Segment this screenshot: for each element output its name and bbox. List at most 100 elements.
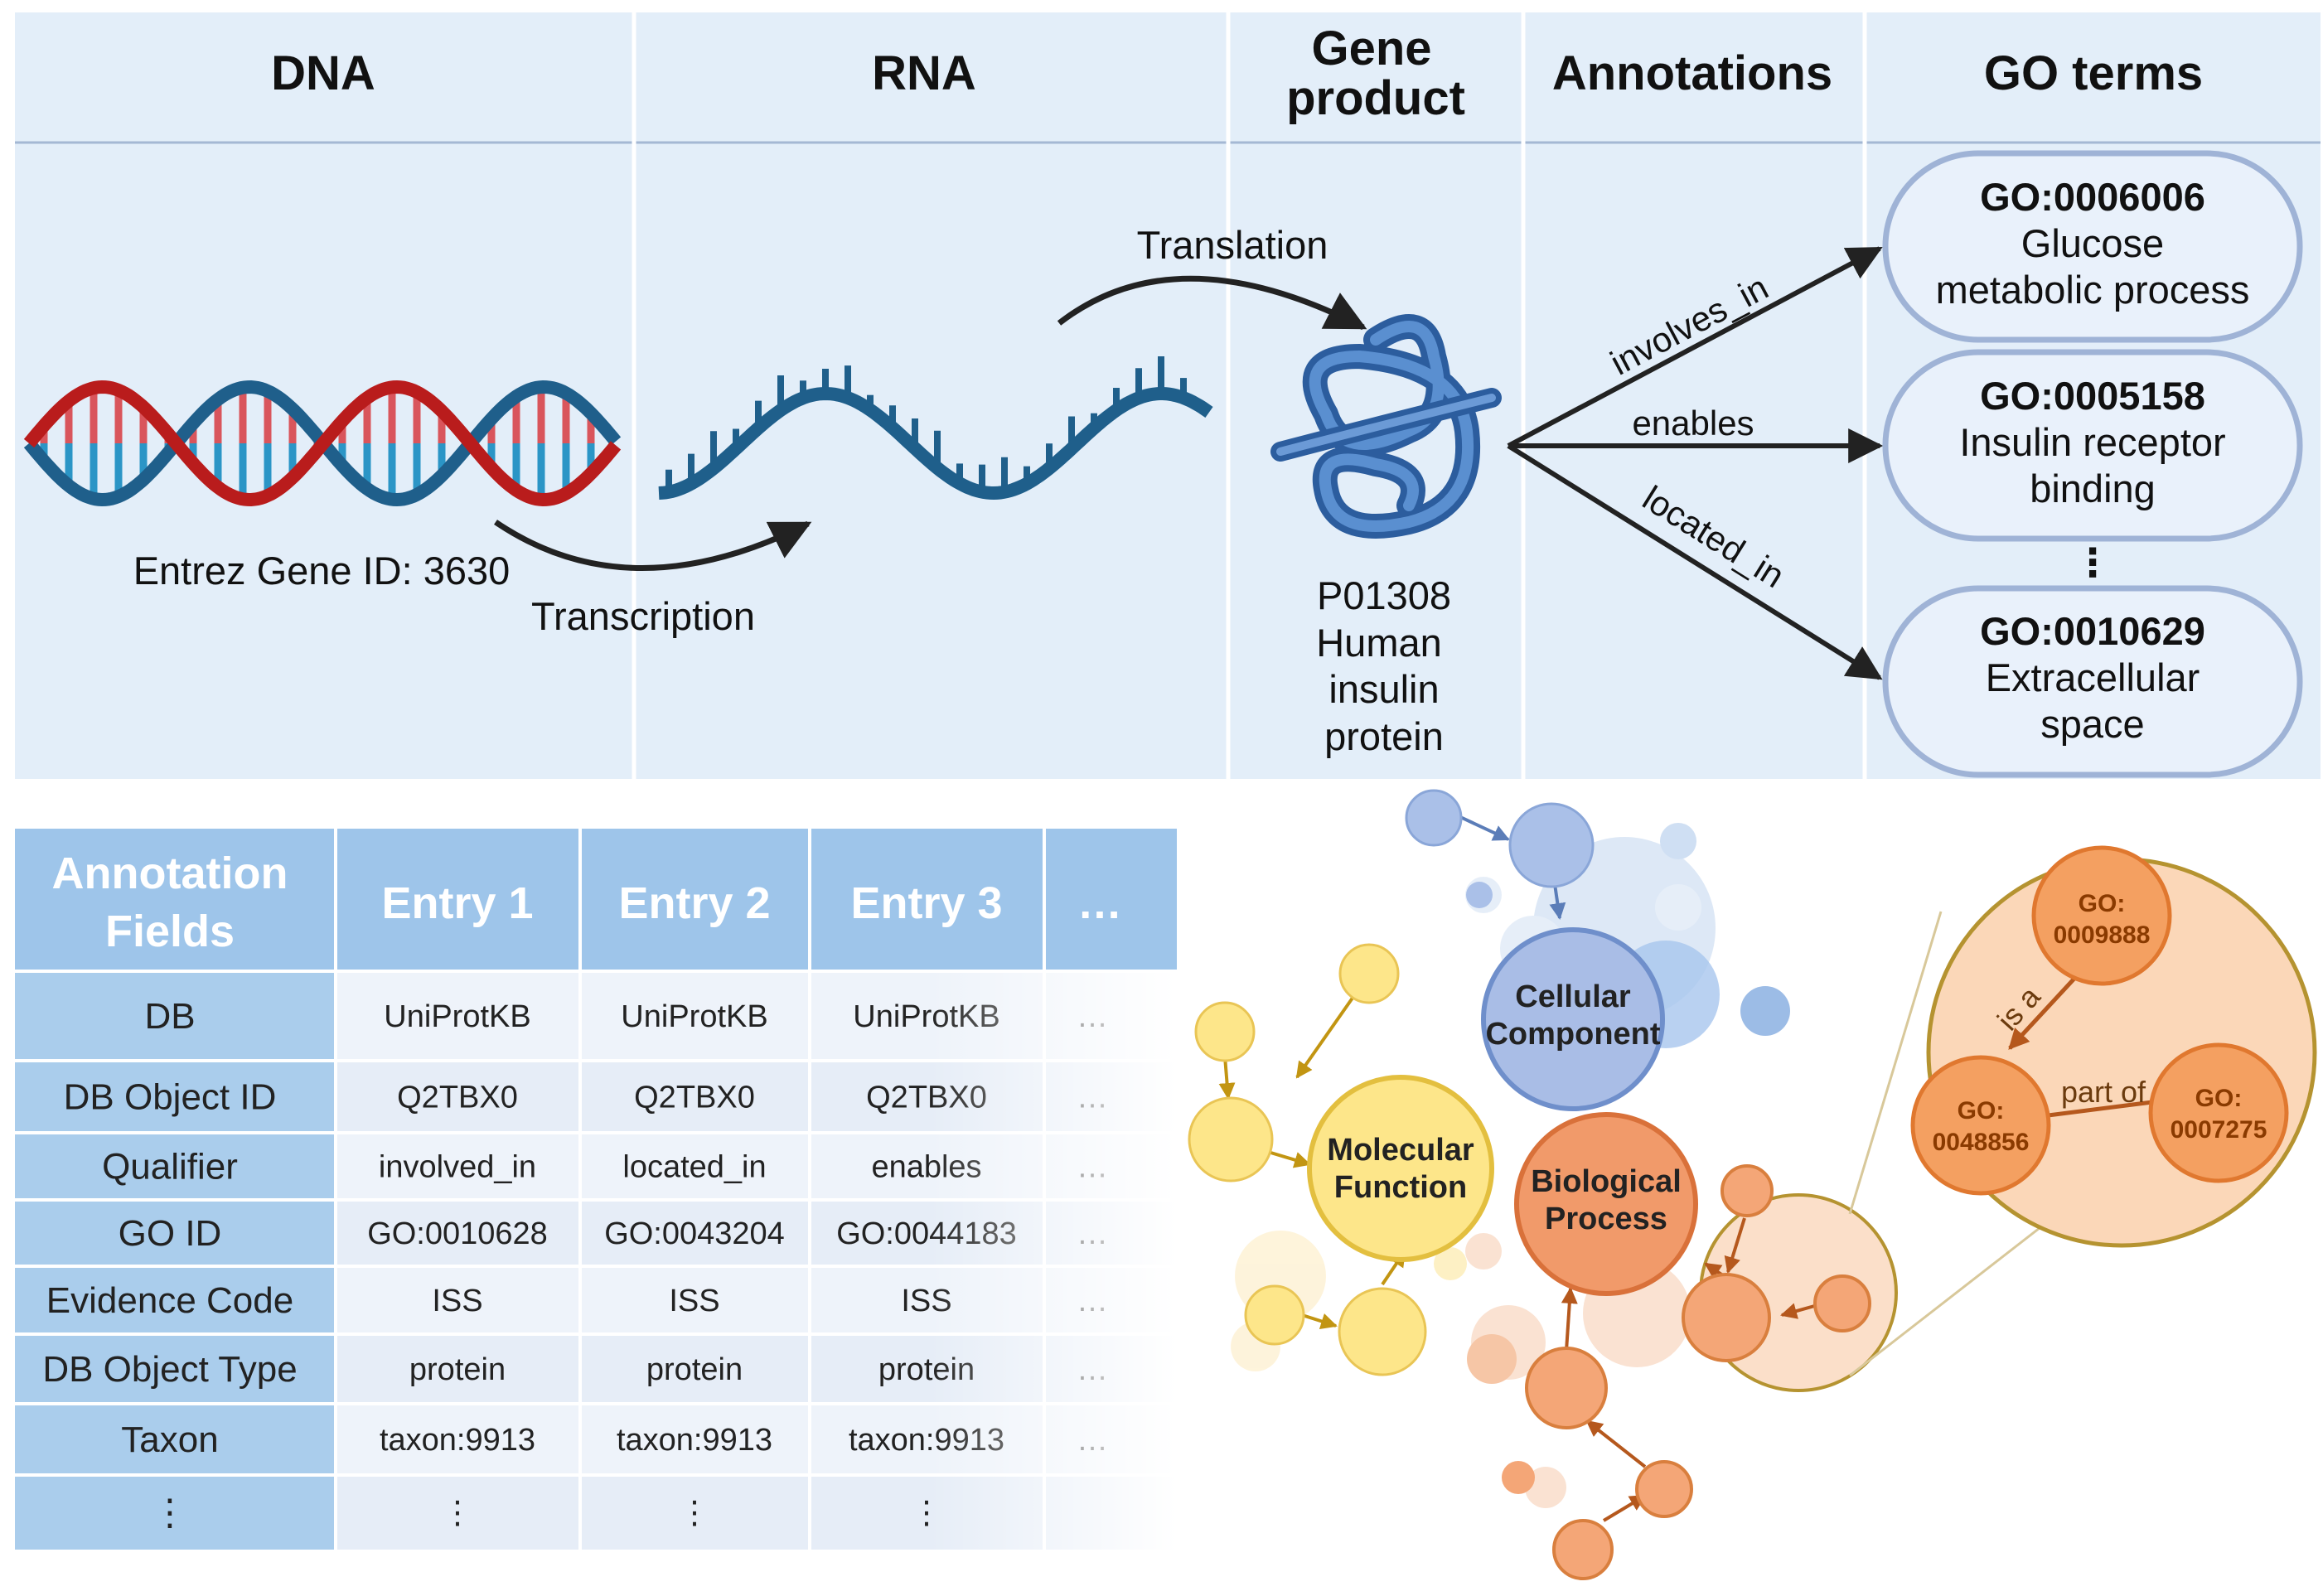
field-cell bbox=[15, 1061, 336, 1133]
cell-value: located_in bbox=[622, 1150, 766, 1185]
edge-label-part-of: part of bbox=[2061, 1075, 2146, 1109]
cellular-component-node bbox=[1481, 927, 1665, 1111]
involves-in-arrow bbox=[1507, 246, 1883, 448]
field-name: Taxon bbox=[121, 1419, 218, 1460]
ontology-node bbox=[1635, 1460, 1693, 1518]
protein-line4: protein bbox=[1324, 714, 1444, 758]
go-node-label: 0048856 bbox=[1933, 1129, 2030, 1156]
go-term-card: GO:0006006 Glucose metabolic process bbox=[1882, 150, 2303, 343]
go-node-label: 0007275 bbox=[2171, 1116, 2267, 1144]
ontology-node bbox=[1740, 986, 1790, 1036]
cell-value: Q2TBX0 bbox=[397, 1081, 518, 1115]
cell-value: ⋮ bbox=[442, 1496, 473, 1531]
header-gene-line1: Gene bbox=[1311, 22, 1431, 75]
cell-value: protein bbox=[409, 1352, 506, 1387]
go-term-name: Insulin receptor bbox=[1959, 420, 2225, 464]
field-cell bbox=[15, 1404, 336, 1475]
cell-value: Q2TBX0 bbox=[634, 1081, 755, 1115]
field-cell bbox=[15, 1133, 336, 1200]
cell-value: ISS bbox=[432, 1284, 482, 1318]
ontology-node bbox=[1466, 882, 1493, 908]
go-term-name: metabolic process bbox=[1936, 268, 2250, 312]
cell-value: taxon:9913 bbox=[380, 1423, 535, 1458]
table-header-row bbox=[15, 829, 1177, 971]
ontology-node bbox=[1194, 1001, 1256, 1062]
field-name: Qualifier bbox=[102, 1147, 238, 1187]
go-term-name: binding bbox=[2030, 467, 2156, 510]
ontology-node bbox=[1188, 1096, 1274, 1182]
header-gene-line2: product bbox=[1286, 71, 1465, 125]
field-cell bbox=[15, 1475, 336, 1550]
go-node-0048856 bbox=[1910, 1055, 2051, 1196]
field-cell bbox=[15, 1200, 336, 1266]
more-go-terms-ellipsis: ⋮ bbox=[2074, 540, 2112, 584]
translation-label: Translation bbox=[1137, 223, 1328, 267]
go-node-0009888 bbox=[2031, 845, 2172, 986]
cell-value: GO:0010628 bbox=[367, 1216, 548, 1251]
table-fade bbox=[928, 971, 1177, 1551]
cell-value: involved_in bbox=[379, 1150, 536, 1185]
dna-helix-icon bbox=[23, 380, 622, 507]
biological-process-label: Biological bbox=[1531, 1164, 1682, 1199]
ontology-node bbox=[1682, 1273, 1771, 1362]
zoom-connector bbox=[1848, 911, 1943, 1215]
field-name: DB bbox=[144, 996, 195, 1037]
go-term-id: GO:0005158 bbox=[1980, 374, 2205, 418]
cellular-component-label: Cellular bbox=[1515, 979, 1631, 1014]
molecular-function-node bbox=[1307, 1075, 1494, 1262]
cell-value: protein bbox=[646, 1352, 743, 1387]
ontology-node bbox=[1338, 1287, 1427, 1376]
protein-line3: insulin bbox=[1328, 667, 1439, 711]
relation-enables: enables bbox=[1632, 404, 1754, 443]
cell-value: GO:0043204 bbox=[604, 1216, 785, 1251]
field-name: Evidence Code bbox=[46, 1280, 293, 1321]
ontology-graph: Cellular Component Molecular Function Bi… bbox=[1188, 789, 2317, 1580]
ontology-node bbox=[1813, 1274, 1871, 1332]
go-term-id: GO:0006006 bbox=[1980, 175, 2205, 219]
ontology-node bbox=[1502, 1461, 1535, 1494]
top-panel: DNA RNA Gene product Annotations GO term… bbox=[15, 12, 2321, 779]
header-entry-1: Entry 1 bbox=[381, 878, 533, 928]
molecular-function-label: Function bbox=[1334, 1170, 1467, 1205]
field-cell bbox=[15, 971, 336, 1061]
protein-line2: Human bbox=[1316, 621, 1442, 665]
ontology-node bbox=[1405, 789, 1463, 847]
protein-id: P01308 bbox=[1317, 573, 1451, 617]
biological-process-label: Process bbox=[1545, 1202, 1667, 1236]
go-term-name: space bbox=[2040, 702, 2144, 746]
cell-value: ⋮ bbox=[679, 1496, 710, 1531]
field-name: DB Object Type bbox=[42, 1349, 297, 1390]
ontology-node bbox=[1244, 1284, 1305, 1346]
ontology-node bbox=[1720, 1164, 1774, 1217]
ontology-node bbox=[1552, 1519, 1614, 1580]
go-node-0007275 bbox=[2148, 1042, 2289, 1183]
cell-value: UniProtKB bbox=[621, 999, 767, 1034]
translation-arrow bbox=[1057, 275, 1367, 331]
go-node-label: GO: bbox=[1958, 1097, 2005, 1124]
ontology-node bbox=[1660, 823, 1696, 859]
header-annotations: Annotations bbox=[1552, 46, 1832, 100]
header-go-terms: GO terms bbox=[1984, 46, 2203, 100]
rna-backbone bbox=[658, 386, 1213, 501]
go-node-label: 0009888 bbox=[2054, 921, 2151, 949]
go-node-label: GO: bbox=[2195, 1085, 2243, 1112]
header-annotation-fields: Fields bbox=[105, 907, 235, 956]
rna-strand-icon bbox=[658, 356, 1213, 501]
located-in-arrow bbox=[1507, 443, 1883, 680]
field-name: ⋮ bbox=[152, 1492, 188, 1533]
cell-value: ISS bbox=[669, 1284, 719, 1318]
go-term-card: GO:0005158 Insulin receptor binding bbox=[1882, 349, 2303, 542]
insulin-protein-icon bbox=[1270, 314, 1502, 539]
cell-value: UniProtKB bbox=[384, 999, 530, 1034]
ontology-node bbox=[1467, 1334, 1517, 1384]
field-cell bbox=[15, 1266, 336, 1334]
field-cell bbox=[15, 1334, 336, 1404]
ontology-node bbox=[1508, 802, 1595, 888]
go-node-label: GO: bbox=[2079, 890, 2126, 917]
field-name: DB Object ID bbox=[64, 1077, 277, 1118]
ontology-node bbox=[1525, 1347, 1608, 1429]
molecular-function-label: Molecular bbox=[1327, 1133, 1474, 1168]
biological-process-node bbox=[1514, 1112, 1698, 1296]
transcription-label: Transcription bbox=[531, 594, 755, 638]
